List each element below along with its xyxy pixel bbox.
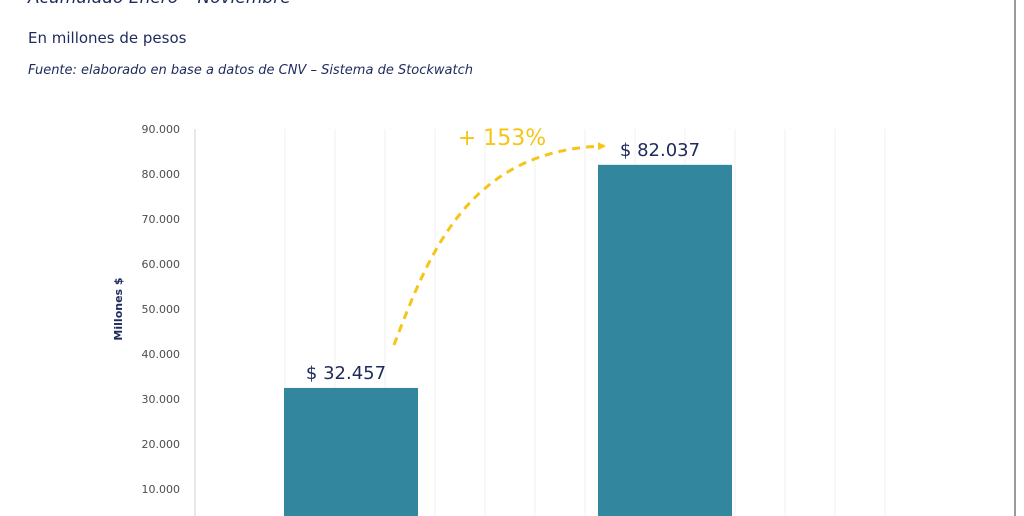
y-tick-label: 30.000 (142, 393, 181, 406)
y-axis-label: Millones $ (112, 277, 125, 340)
y-tick-label: 60.000 (142, 258, 181, 271)
bar-2 (598, 164, 732, 516)
value-label-1: $ 32.457 (306, 363, 386, 384)
value-label-2: $ 82.037 (620, 140, 700, 161)
chart-headline: Acumulado Enero – Noviembre (28, 0, 291, 8)
value-labels: $ 32.457 $ 82.037 (306, 140, 700, 384)
y-tick-label: 70.000 (142, 213, 181, 226)
y-tick-label: 50.000 (142, 303, 181, 316)
growth-arrow (392, 142, 606, 346)
chart-subtitle: En millones de pesos (28, 29, 187, 47)
bars (284, 164, 732, 516)
y-tick-labels: 10.000 20.000 30.000 40.000 50.000 60.000 70.0… (142, 123, 181, 496)
y-tick-label: 40.000 (142, 348, 181, 361)
y-tick-label: 80.000 (142, 168, 181, 181)
chart-source: Fuente: elaborado en base a datos de CNV… (28, 63, 474, 78)
y-tick-label: 10.000 (142, 483, 181, 496)
y-tick-label: 20.000 (142, 438, 181, 451)
bar-1 (284, 387, 418, 516)
y-tick-label: 90.000 (142, 123, 181, 136)
growth-annotation: + 153% (458, 126, 546, 151)
